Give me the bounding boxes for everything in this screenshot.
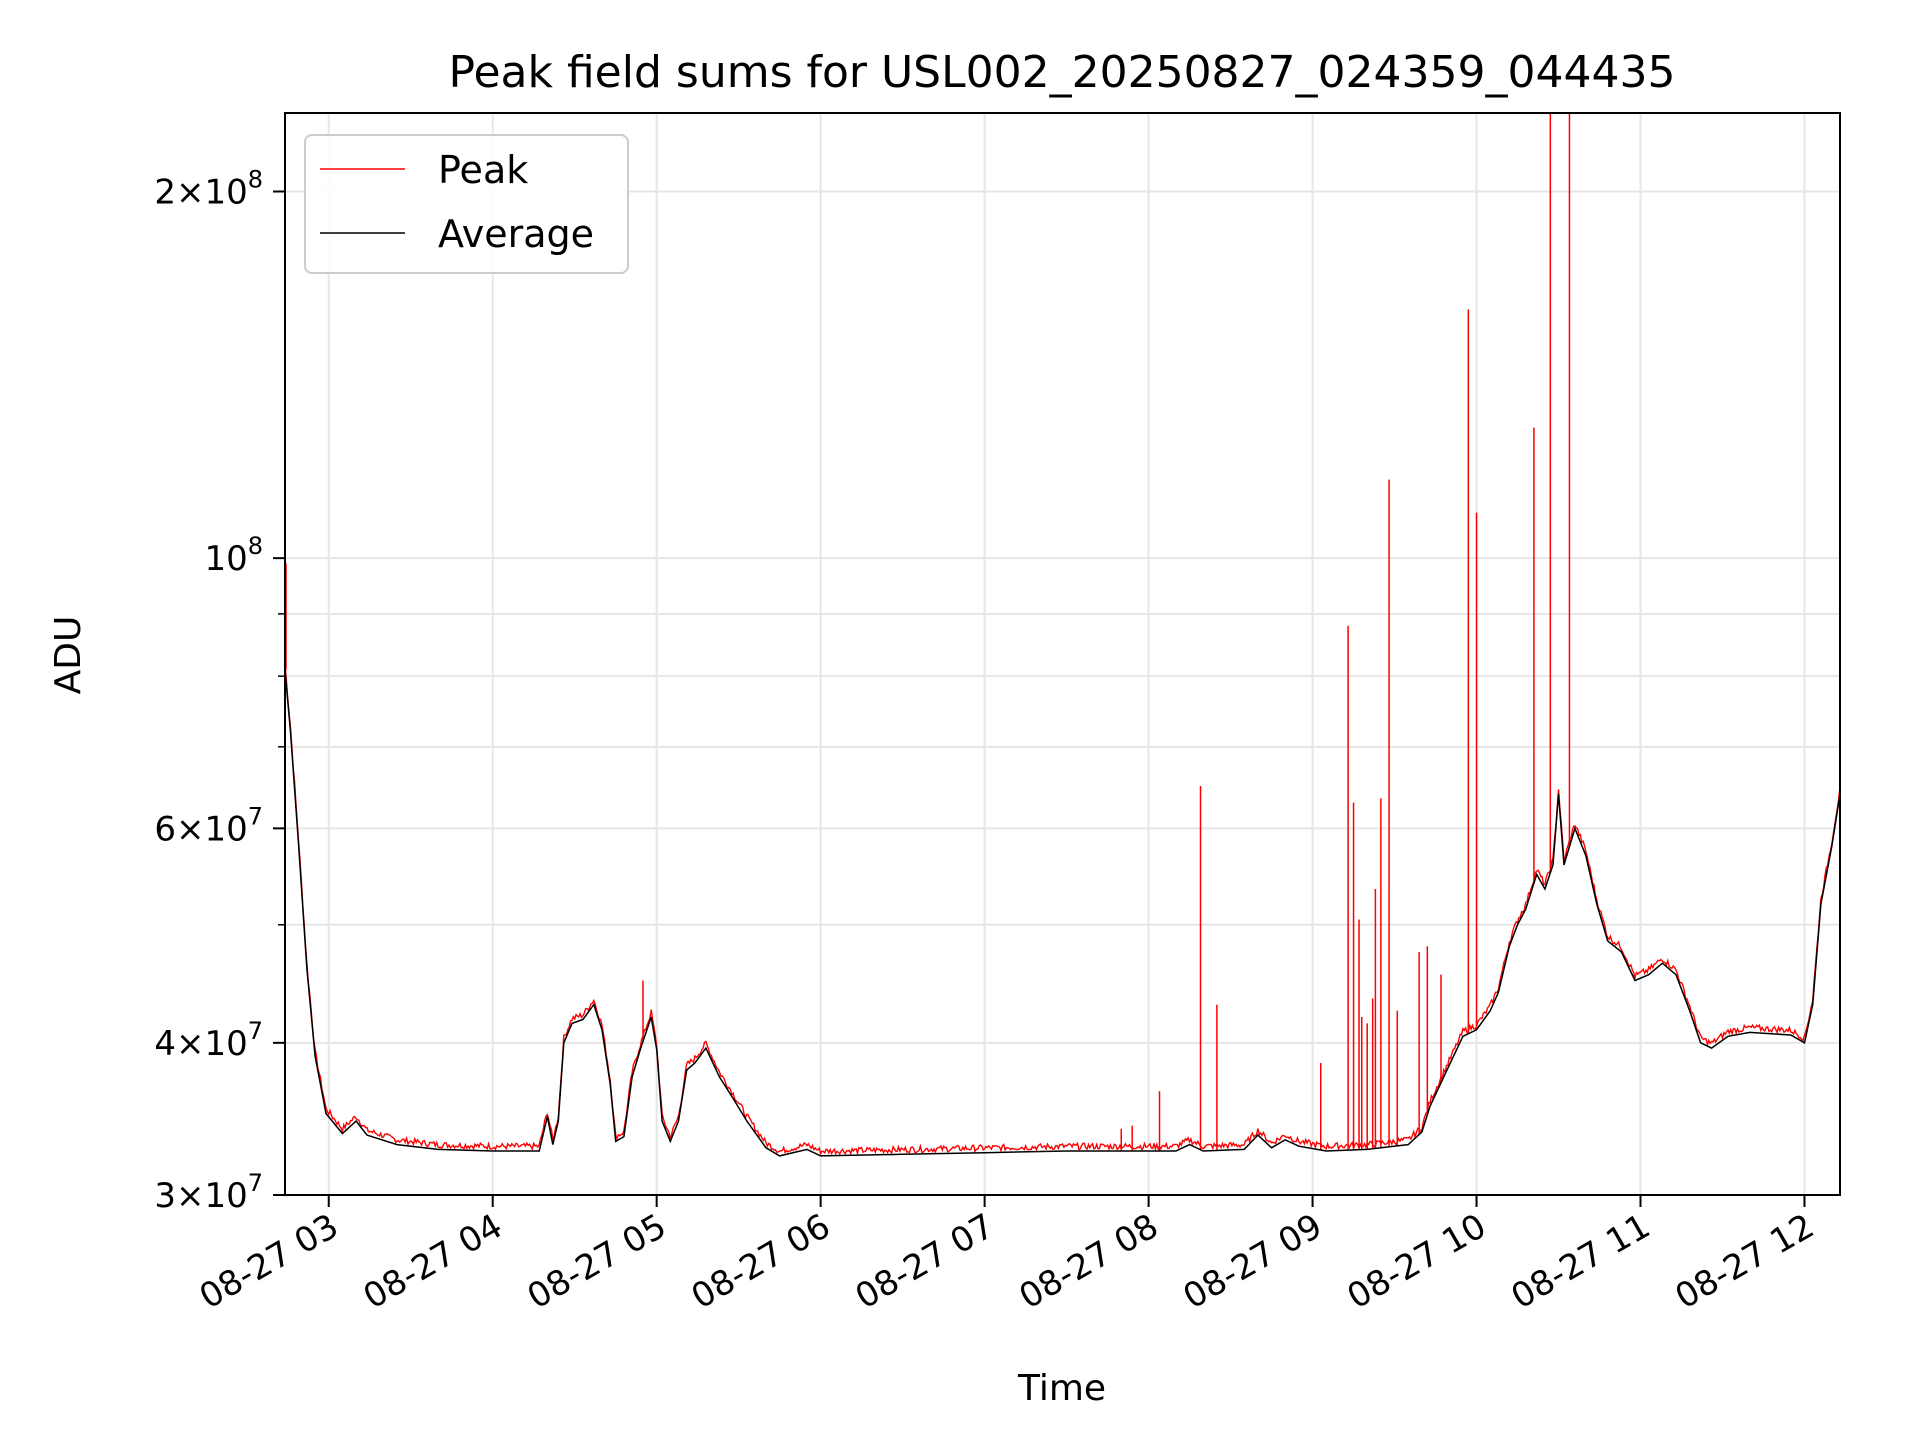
plot-frame	[284, 112, 1841, 1196]
y-tick-label: 108	[204, 532, 263, 579]
x-axis-label: Time	[1017, 1368, 1106, 1409]
x-tick-label: 08-27 05	[521, 1206, 673, 1317]
average-series-line	[284, 669, 1841, 1157]
x-axis: 08-27 03 08-27 04 08-27 05 08-27 06 08-27 07…	[193, 1195, 1821, 1317]
x-tick-label: 08-27 10	[1341, 1206, 1493, 1317]
x-tick-label: 08-27 12	[1669, 1206, 1821, 1317]
grid-lines	[285, 113, 1840, 1196]
y-axis-label: ADU	[48, 616, 89, 695]
y-axis: 3×107 4×107 6×107 108 2×108	[154, 166, 285, 1216]
legend-label-peak: Peak	[438, 148, 528, 192]
y-tick-label: 2×108	[154, 166, 263, 213]
y-tick-label: 3×107	[154, 1169, 263, 1216]
x-tick-label: 08-27 09	[1177, 1206, 1329, 1317]
legend-label-average: Average	[438, 212, 594, 256]
x-tick-label: 08-27 06	[685, 1206, 837, 1317]
y-tick-label: 4×107	[154, 1017, 263, 1064]
x-tick-label: 08-27 07	[849, 1206, 1001, 1317]
series-layer	[284, 113, 1841, 1157]
x-tick-label: 08-27 11	[1505, 1206, 1657, 1317]
legend: Peak Average	[304, 134, 629, 274]
chart-title: Peak field sums for USL002_20250827_0243…	[449, 47, 1676, 98]
y-tick-label: 6×107	[154, 802, 263, 849]
peak-series-line	[284, 664, 1841, 1156]
x-tick-label: 08-27 03	[193, 1206, 345, 1317]
x-tick-label: 08-27 04	[357, 1206, 509, 1317]
x-tick-label: 08-27 08	[1013, 1206, 1165, 1317]
